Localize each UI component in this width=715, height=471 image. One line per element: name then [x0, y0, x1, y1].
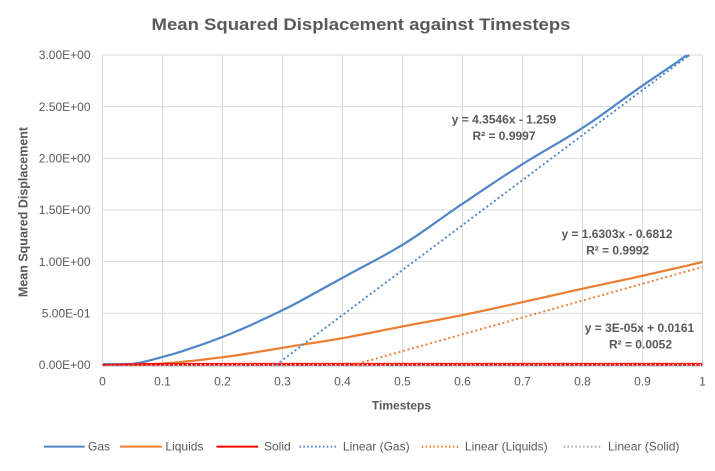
svg-text:R² = 0.9997: R² = 0.9997 [472, 129, 535, 143]
svg-text:y = 3E-05x + 0.0161: y = 3E-05x + 0.0161 [585, 321, 695, 335]
svg-text:Linear (Gas): Linear (Gas) [343, 440, 410, 454]
svg-text:Mean Squared Displacement: Mean Squared Displacement [17, 126, 31, 297]
svg-text:2.00E+00: 2.00E+00 [39, 152, 91, 166]
svg-text:Gas: Gas [88, 440, 110, 454]
svg-text:0.6: 0.6 [454, 375, 471, 389]
svg-text:0.8: 0.8 [574, 375, 591, 389]
svg-text:Linear (Liquids): Linear (Liquids) [465, 440, 548, 454]
svg-text:y = 4.3546x - 1.259: y = 4.3546x - 1.259 [452, 113, 557, 127]
svg-text:0.9: 0.9 [634, 375, 651, 389]
svg-text:5.00E-01: 5.00E-01 [42, 307, 91, 321]
svg-text:0.3: 0.3 [274, 375, 291, 389]
svg-text:Solid: Solid [264, 440, 291, 454]
svg-text:0.2: 0.2 [214, 375, 231, 389]
svg-text:R² = 0.0052: R² = 0.0052 [609, 338, 672, 352]
svg-text:0.00E+00: 0.00E+00 [39, 358, 91, 372]
svg-text:1.00E+00: 1.00E+00 [39, 255, 91, 269]
svg-text:0: 0 [99, 375, 106, 389]
svg-text:3.00E+00: 3.00E+00 [39, 48, 91, 62]
svg-text:Linear (Solid): Linear (Solid) [608, 440, 679, 454]
svg-text:0.5: 0.5 [394, 375, 411, 389]
svg-text:1: 1 [699, 375, 706, 389]
svg-text:1.50E+00: 1.50E+00 [39, 203, 91, 217]
svg-text:Mean Squared Displacement agai: Mean Squared Displacement against Timest… [152, 16, 571, 34]
svg-text:0.4: 0.4 [334, 375, 351, 389]
svg-text:y = 1.6303x - 0.6812: y = 1.6303x - 0.6812 [561, 227, 672, 241]
svg-text:0.7: 0.7 [514, 375, 531, 389]
svg-text:Liquids: Liquids [165, 440, 203, 454]
svg-text:0.1: 0.1 [154, 375, 171, 389]
svg-text:R² = 0.9992: R² = 0.9992 [586, 244, 649, 258]
svg-text:Timesteps: Timesteps [372, 399, 431, 413]
svg-text:2.50E+00: 2.50E+00 [39, 100, 91, 114]
